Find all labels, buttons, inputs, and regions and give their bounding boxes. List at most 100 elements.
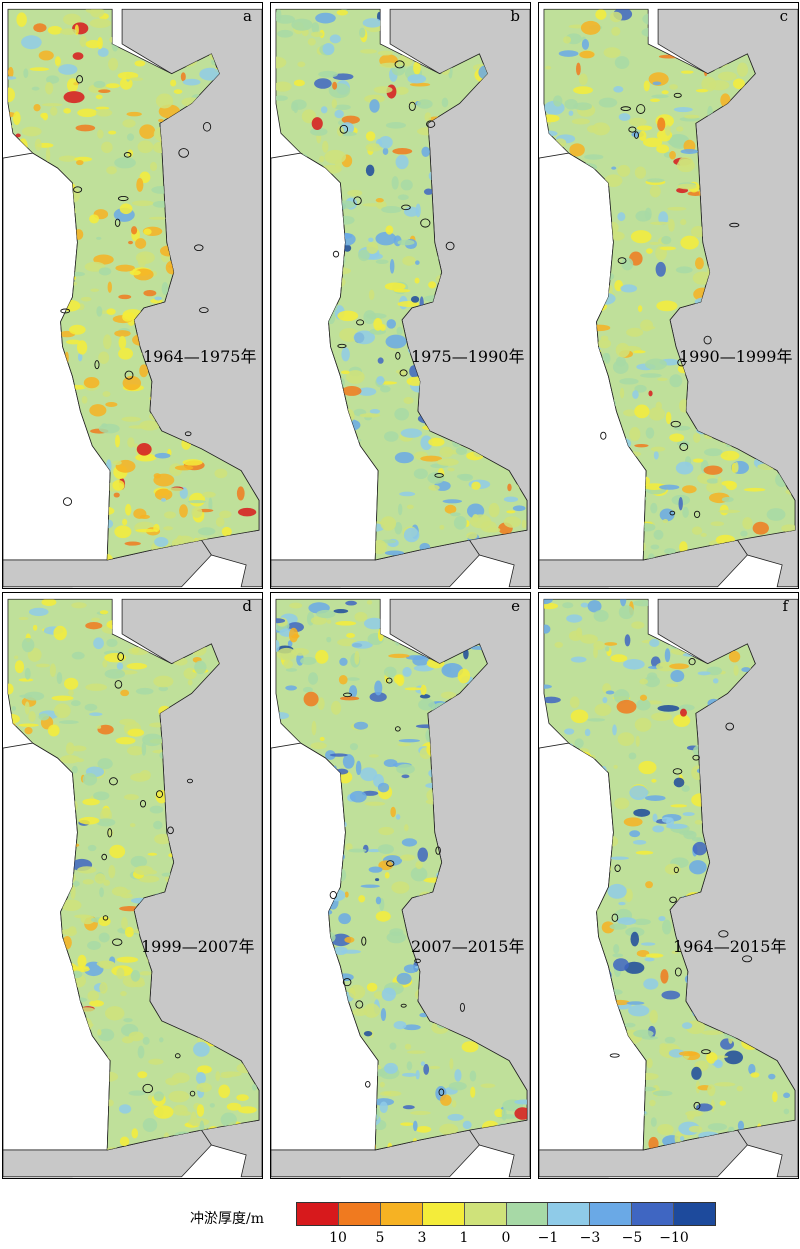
island-outline <box>112 938 123 946</box>
island-outline <box>693 510 701 518</box>
island-outline <box>445 241 455 251</box>
estuary-water <box>275 598 528 1151</box>
island-outline <box>107 828 113 838</box>
island-outline <box>414 958 421 964</box>
island-outline <box>386 860 395 867</box>
island-outline <box>401 204 411 211</box>
island-outline <box>355 1000 364 1009</box>
island-outline <box>729 222 740 228</box>
legend-tick-4: 0 <box>501 1230 511 1246</box>
map-e <box>271 598 530 1178</box>
map-c <box>539 8 798 588</box>
island-outline <box>636 104 646 114</box>
legend-tick-5: −1 <box>537 1230 559 1246</box>
island-outline <box>611 913 619 922</box>
island-outline <box>673 92 682 98</box>
panel-letter-f: f <box>782 597 788 615</box>
island-outline <box>155 790 164 798</box>
island-outline <box>408 101 416 111</box>
island-outline <box>94 360 100 370</box>
legend-swatch-7 <box>590 1203 633 1225</box>
island-outline <box>718 930 729 938</box>
island-outline <box>167 826 174 835</box>
island-outline <box>692 754 700 761</box>
legend-tick-0: 10 <box>329 1230 347 1246</box>
island-outline <box>703 335 712 345</box>
legend-swatch-0 <box>297 1203 339 1225</box>
period-label-a: 1964—1975年 <box>143 347 257 366</box>
island-outline <box>199 307 209 314</box>
island-outline <box>329 891 337 900</box>
legend-swatch-1 <box>338 1203 381 1225</box>
legend-ticks: 10 5 3 1 0 −1 −3 −5 −10 <box>296 1230 716 1248</box>
island-outline <box>609 1053 620 1058</box>
legend-swatch-4 <box>464 1203 507 1225</box>
island-outline <box>741 955 753 963</box>
island-outline <box>399 369 408 377</box>
map-panel-b: b 1975—1990年 <box>270 2 531 589</box>
map-panel-f: f 1964—2015年 <box>538 592 799 1179</box>
island-outline <box>394 60 405 69</box>
island-outline <box>186 778 193 784</box>
island-outline <box>337 343 347 349</box>
island-outline <box>124 370 134 380</box>
island-outline <box>669 896 677 904</box>
island-outline <box>672 768 683 775</box>
island-outline <box>459 1002 465 1012</box>
island-outline <box>194 244 204 251</box>
map-b <box>271 8 530 588</box>
panel-letter-b: b <box>510 7 520 25</box>
panel-letter-e: e <box>511 597 520 615</box>
map-f <box>539 598 798 1178</box>
island-outline <box>142 1083 154 1094</box>
island-outline <box>109 777 118 786</box>
island-outline <box>600 431 607 440</box>
panel-letter-a: a <box>243 7 252 25</box>
island-outline <box>184 431 192 437</box>
island-outline <box>673 866 679 874</box>
legend-title: 冲淤厚度/m <box>190 1211 264 1227</box>
island-outline <box>332 250 340 258</box>
island-outline <box>620 106 631 111</box>
legend-colorbar <box>296 1202 716 1226</box>
island-outline <box>117 652 125 661</box>
period-label-e: 2007—2015年 <box>411 937 525 956</box>
island-outline <box>114 218 121 227</box>
island-outline <box>617 257 627 264</box>
map-a <box>3 8 262 588</box>
estuary-water <box>7 8 260 561</box>
legend-swatch-2 <box>380 1203 423 1225</box>
legend-tick-3: 1 <box>459 1230 469 1246</box>
island-outline <box>674 967 682 977</box>
island-outline <box>670 420 681 428</box>
period-label-b: 1975—1990年 <box>411 347 525 366</box>
estuary-water <box>543 8 796 561</box>
island-outline <box>400 1003 407 1008</box>
island-outline <box>62 497 73 506</box>
island-outline <box>725 722 735 731</box>
map-d <box>3 598 262 1178</box>
island-outline <box>101 853 108 861</box>
island-outline <box>628 126 637 133</box>
island-outline <box>438 1088 445 1096</box>
panel-letter-c: c <box>779 7 788 25</box>
island-outline <box>342 692 353 698</box>
island-outline <box>73 186 83 193</box>
island-outline <box>361 936 367 946</box>
legend-tick-2: 3 <box>417 1230 427 1246</box>
island-outline <box>395 351 401 360</box>
island-outline <box>679 442 689 451</box>
island-outline <box>365 1080 371 1088</box>
island-outline <box>394 726 401 732</box>
island-outline <box>420 218 431 228</box>
legend-swatch-6 <box>548 1203 591 1225</box>
island-outline <box>174 1053 181 1059</box>
island-outline <box>117 196 129 202</box>
legend-tick-8: −10 <box>659 1230 689 1246</box>
island-outline <box>426 120 436 128</box>
island-outline <box>701 1049 711 1055</box>
legend-tick-1: 5 <box>375 1230 385 1246</box>
island-outline <box>614 864 621 872</box>
legend-swatch-3 <box>422 1203 465 1225</box>
island-outline <box>669 510 676 516</box>
